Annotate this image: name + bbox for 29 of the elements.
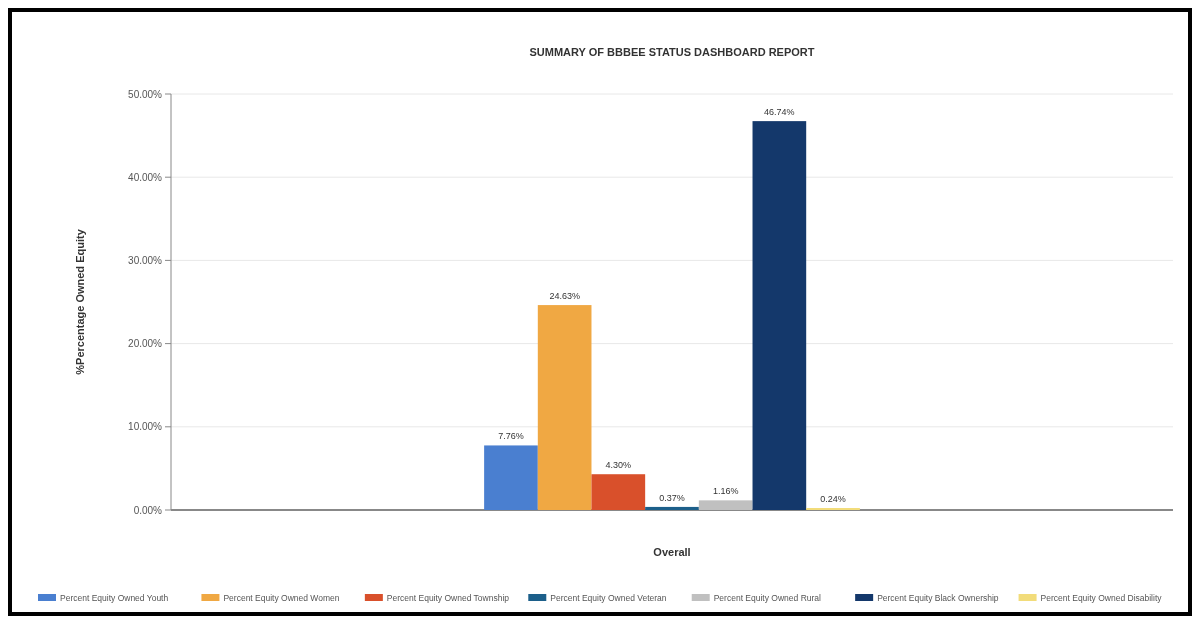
legend-label: Percent Equity Owned Disability (1040, 592, 1163, 603)
y-tick-label: 30.00% (128, 254, 163, 266)
legend-label: Percent Equity Owned Women (223, 592, 340, 603)
legend-label: Percent Equity Owned Rural (713, 592, 822, 603)
bar (537, 305, 592, 510)
y-tick-label: 50.00% (128, 88, 163, 100)
y-tick-label: 0.00% (133, 504, 163, 516)
y-axis-title: %Percentage Owned Equity (74, 228, 86, 375)
bar (484, 445, 538, 510)
bar (591, 474, 646, 510)
bar (645, 506, 699, 510)
data-label: 24.63% (549, 291, 580, 302)
legend-label: Percent Equity Owned Township (386, 592, 510, 603)
legend-label: Percent Equity Owned Veteran (550, 592, 667, 603)
data-label: 4.30% (605, 460, 632, 471)
bar (698, 500, 753, 510)
data-label: 7.76% (498, 431, 524, 442)
data-label: 46.74% (764, 107, 795, 118)
legend-label: Percent Equity Black Ownership (877, 592, 999, 603)
data-label: 0.24% (820, 494, 846, 504)
y-tick-label: 20.00% (128, 338, 163, 350)
chart-title: SUMMARY OF BBBEE STATUS DASHBOARD REPORT (529, 46, 815, 58)
data-label: 0.37% (659, 492, 685, 503)
data-label: 1.16% (712, 486, 739, 497)
y-tick-label: 10.00% (128, 421, 163, 433)
legend-label: Percent Equity Owned Youth (60, 592, 169, 603)
bar (752, 121, 807, 510)
y-tick-label: 40.00% (128, 171, 163, 183)
x-axis-title: Overall (653, 546, 691, 558)
